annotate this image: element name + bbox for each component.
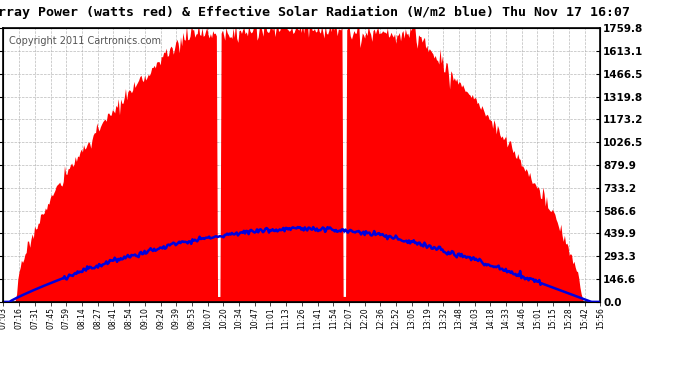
Text: Copyright 2011 Cartronics.com: Copyright 2011 Cartronics.com	[10, 36, 161, 46]
Text: West Array Power (watts red) & Effective Solar Radiation (W/m2 blue) Thu Nov 17 : West Array Power (watts red) & Effective…	[0, 6, 630, 19]
